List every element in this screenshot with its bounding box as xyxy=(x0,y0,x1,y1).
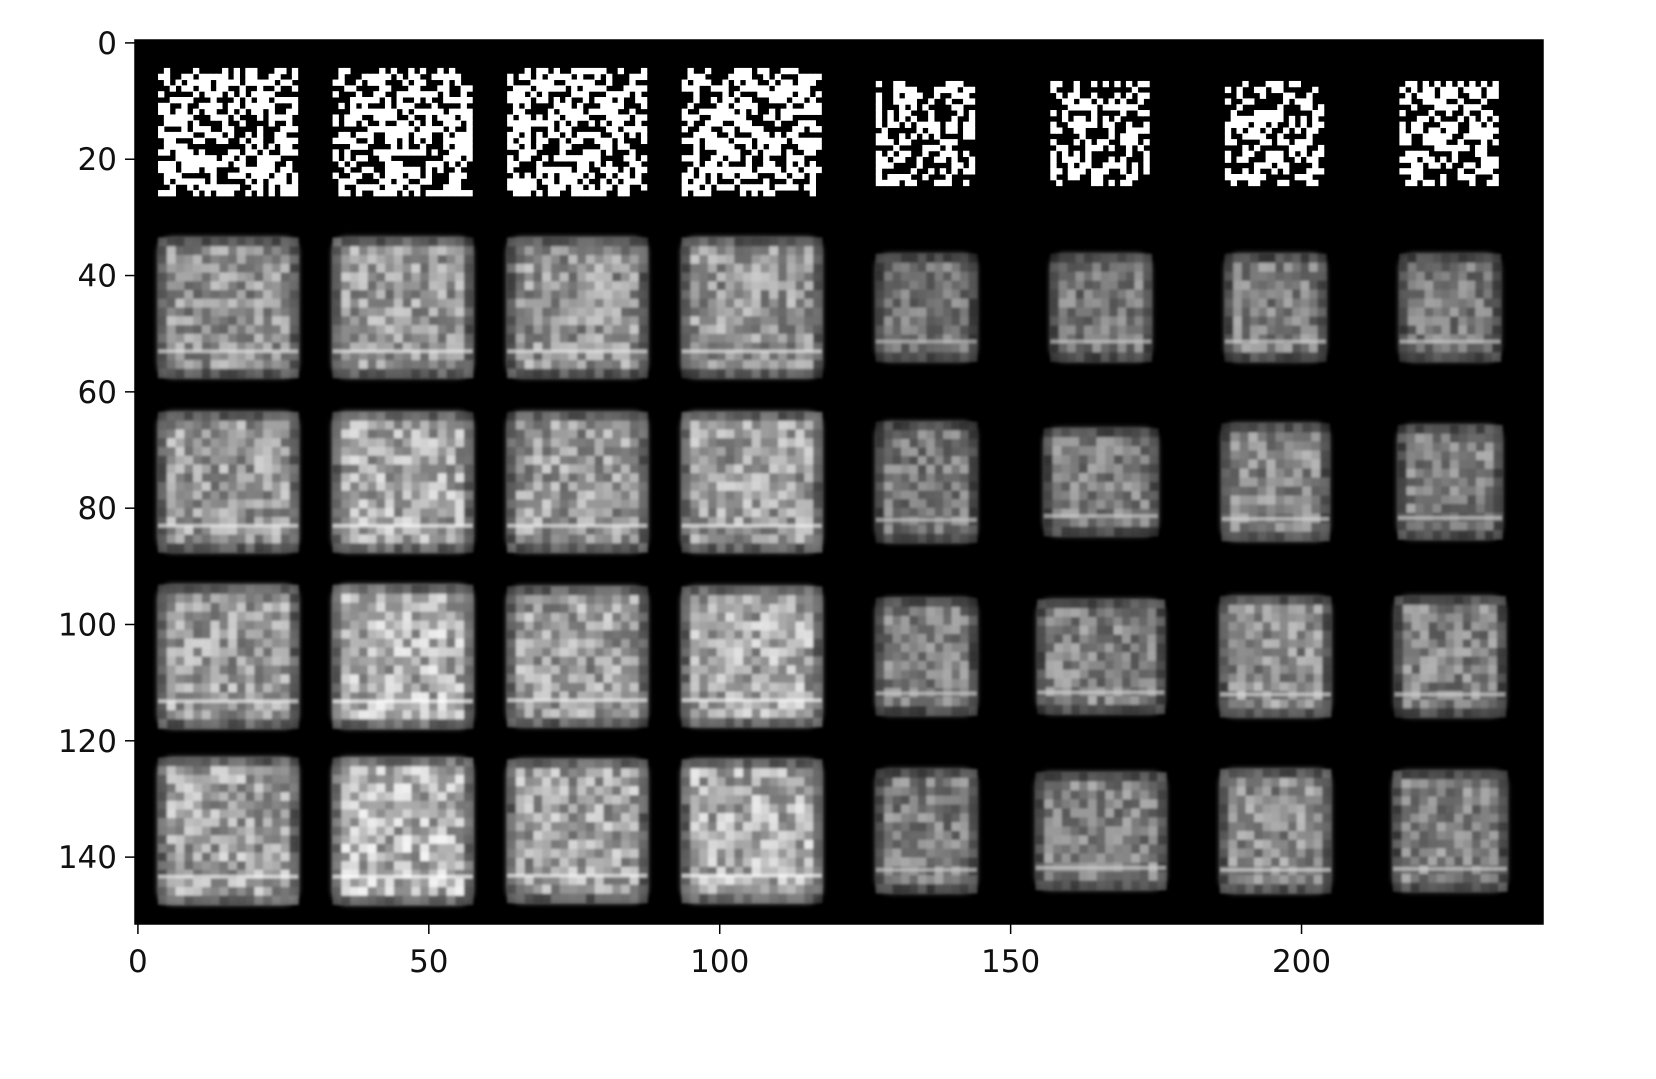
tile-r2-c4 xyxy=(875,421,978,543)
tile-r2-c1 xyxy=(332,411,474,553)
x-tick-label: 100 xyxy=(690,944,749,980)
x-tick-label: 50 xyxy=(409,944,448,980)
x-axis: 0 50 100 150 200 xyxy=(128,924,1331,980)
tile-r4-c0 xyxy=(158,757,299,905)
tile-r4-c1 xyxy=(332,757,474,905)
tile-r2-c3 xyxy=(681,411,823,553)
tile-r4-c7 xyxy=(1392,770,1508,892)
tile-r4-c4 xyxy=(875,769,978,894)
tile-r3-c1 xyxy=(332,584,474,729)
tile-r3-c5 xyxy=(1037,599,1165,715)
tile-r3-c7 xyxy=(1394,596,1506,718)
tile-r2-c0 xyxy=(158,411,299,553)
tile-r0-c1 xyxy=(332,67,473,197)
y-tick-label: 40 xyxy=(78,259,117,295)
y-tick-label: 20 xyxy=(78,142,117,178)
x-tick-label: 150 xyxy=(981,944,1040,980)
tile-r3-c6 xyxy=(1219,596,1332,718)
plot-frame xyxy=(134,39,1544,925)
tile-r4-c2 xyxy=(507,759,648,904)
y-tick-label: 120 xyxy=(58,724,117,760)
tile-r4-c5 xyxy=(1035,772,1167,891)
y-tick-label: 100 xyxy=(58,607,117,643)
tile-r1-c0 xyxy=(158,237,299,379)
x-tick-label: 0 xyxy=(128,944,148,980)
tile-r0-c2 xyxy=(507,67,648,197)
tile-r4-c3 xyxy=(681,759,823,904)
tile-r3-c4 xyxy=(875,597,978,716)
y-tick-label: 140 xyxy=(58,840,117,876)
tile-r4-c6 xyxy=(1219,769,1332,894)
tile-r1-c4 xyxy=(875,253,978,362)
tile-r3-c2 xyxy=(507,586,648,728)
y-tick-label: 0 xyxy=(97,26,117,62)
y-axis: 0 20 40 60 80 100 120 140 xyxy=(58,26,135,876)
tile-r1-c1 xyxy=(332,237,474,379)
tile-r0-c7 xyxy=(1399,80,1499,187)
tile-r1-c2 xyxy=(507,237,648,379)
tile-r1-c7 xyxy=(1399,253,1502,362)
tile-layer xyxy=(158,67,1508,905)
tile-r1-c5 xyxy=(1050,253,1152,362)
tile-r3-c0 xyxy=(158,584,299,729)
y-tick-label: 80 xyxy=(78,491,117,527)
y-tick-label: 60 xyxy=(78,375,117,411)
tile-r0-c4 xyxy=(875,80,976,187)
tile-r1-c6 xyxy=(1224,253,1327,362)
tile-r2-c7 xyxy=(1397,425,1503,540)
tile-r0-c0 xyxy=(158,67,299,197)
tile-r2-c5 xyxy=(1043,428,1159,537)
tile-r2-c2 xyxy=(507,411,648,553)
tile-r2-c6 xyxy=(1221,423,1330,542)
tile-r0-c3 xyxy=(681,67,822,197)
tile-r1-c3 xyxy=(681,237,823,379)
tile-r0-c5 xyxy=(1050,80,1150,187)
tile-r0-c6 xyxy=(1224,80,1325,187)
x-tick-label: 200 xyxy=(1272,944,1331,980)
tile-r3-c3 xyxy=(681,586,823,728)
